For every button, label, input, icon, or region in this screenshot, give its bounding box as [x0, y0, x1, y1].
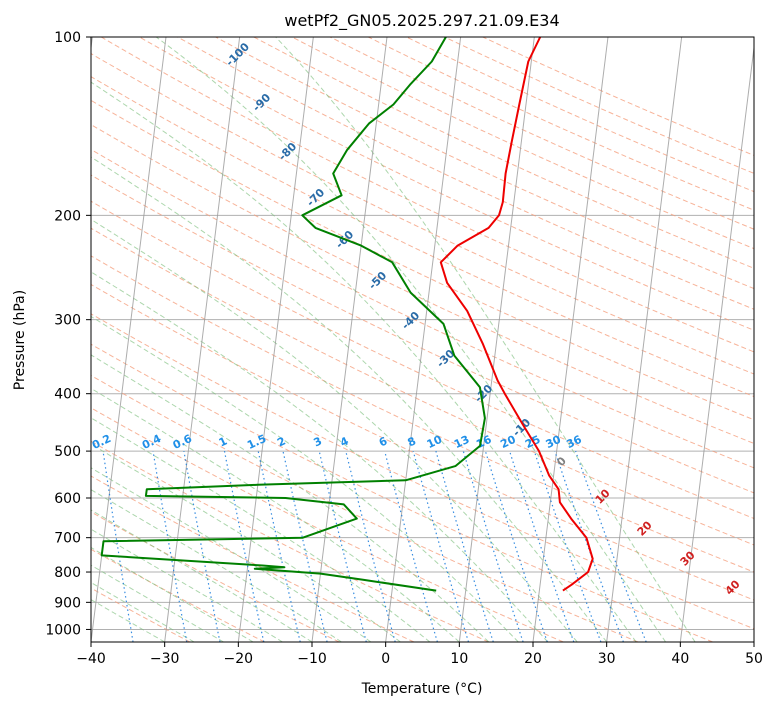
mixing-ratio-label: 10: [425, 433, 445, 451]
x-axis: −40 −30 −20 −10 0 10 20 30 40 50: [76, 642, 763, 667]
dry-adiabat: [91, 53, 754, 375]
moist-adiabat: [275, 37, 696, 642]
mixing-ratio-line: [102, 451, 134, 642]
dry-adiabat: [91, 174, 754, 494]
moist-adiabat: [91, 581, 195, 642]
x-tick-label: 30: [598, 651, 616, 667]
mixing-ratio-line: [152, 451, 188, 642]
sounding-series: [100, 37, 594, 592]
x-tick-label: −20: [224, 651, 254, 667]
mixing-ratio-label: 20: [498, 433, 518, 451]
dry-adiabat: [91, 124, 754, 445]
mixing-ratio-line: [484, 450, 548, 642]
plot-frame: [90, 36, 755, 643]
x-axis-title: Temperature (°C): [361, 681, 483, 697]
dry-adiabat: [91, 148, 754, 469]
y-tick-label: 900: [54, 595, 81, 611]
x-tick-label: 20: [524, 651, 542, 667]
y-tick-label: 400: [54, 387, 81, 403]
moist-adiabat: [155, 37, 667, 642]
mixing-ratio-line: [183, 450, 221, 642]
isotherm-line: [753, 637, 754, 642]
isotherm-line: [311, 37, 388, 642]
dry-adiabat: [100, 37, 754, 353]
mixing-ratio-line: [223, 450, 265, 642]
y-tick-label: 200: [54, 208, 81, 224]
dry-adiabat: [91, 374, 639, 642]
x-tick-label: −30: [150, 651, 180, 667]
moist-adiabat: [91, 218, 578, 642]
mixing-ratio-line: [257, 450, 301, 642]
x-tick-label: 0: [381, 651, 390, 667]
isotherm-line: [532, 37, 609, 642]
mixing-ratio-label: 30: [544, 433, 564, 451]
isotherm-line: [606, 37, 683, 642]
dry-adiabat: [91, 227, 754, 546]
y-axis: 1000 900 800 700 600 500 400 300 200 100: [45, 30, 91, 638]
y-tick-label: 600: [54, 491, 81, 507]
y-tick-label: 100: [54, 30, 81, 46]
dry-adiabat: [91, 283, 754, 601]
y-axis-title: Pressure (hPa): [12, 290, 28, 390]
x-tick-label: 10: [450, 651, 468, 667]
x-tick-label: 40: [671, 651, 689, 667]
dry-adiabat: [91, 475, 415, 642]
isotherm-line: [679, 43, 754, 642]
moist-adiabat: [91, 156, 608, 642]
dry-adiabat: [91, 407, 564, 642]
mixing-ratio-line: [462, 450, 524, 642]
moist-adiabat: [91, 387, 460, 642]
y-tick-label: 1000: [45, 622, 81, 638]
isotherm-line: [385, 37, 462, 642]
y-tick-label: 300: [54, 313, 81, 329]
y-tick-label: 800: [54, 565, 81, 581]
isotherm-line: [164, 37, 241, 642]
mixing-ratio-label: 13: [452, 433, 471, 451]
dry-adiabat: [444, 37, 754, 174]
dry-adiabat: [482, 37, 754, 156]
isotherm-line: [458, 37, 535, 642]
dewpoint-line: [100, 37, 486, 592]
mixing-ratio-line: [384, 450, 438, 642]
y-tick-label: 700: [54, 531, 81, 547]
dry-adiabat: [139, 37, 754, 331]
moist-adiabat: [91, 467, 372, 642]
dry-adiabat: [91, 343, 713, 642]
moist-adiabat: [91, 271, 549, 642]
isotherm-line: [91, 37, 93, 52]
x-tick-label: −40: [76, 651, 106, 667]
mixing-ratio-line: [345, 450, 396, 642]
dry-adiabat: [91, 76, 754, 398]
mixing-ratio-line: [318, 450, 367, 642]
temperature-line: [439, 37, 594, 592]
chart-title: wetPf2_GN05.2025.297.21.09.E34: [284, 11, 559, 31]
moist-adiabat: [91, 315, 519, 642]
moist-adiabat: [91, 81, 637, 642]
dry-adiabat: [91, 99, 754, 421]
dry-adiabat: [253, 37, 754, 269]
mixing-ratio-line: [412, 450, 470, 642]
dry-adiabat: [91, 440, 489, 642]
moist-adiabat: [91, 443, 401, 642]
mixing-ratio-label: 36: [564, 433, 584, 451]
dry-adiabat: [329, 37, 754, 230]
moist-adiabat: [91, 528, 283, 642]
isotherm-line: [237, 37, 314, 642]
mixing-ratio-line: [435, 450, 494, 642]
y-tick-label: 500: [54, 444, 81, 460]
moist-adiabat: [91, 546, 254, 642]
dry-adiabat: [291, 37, 754, 250]
moist-adiabat: [91, 564, 224, 642]
x-tick-label: −10: [297, 651, 327, 667]
plot-background: [91, 37, 754, 642]
x-tick-label: 50: [745, 651, 763, 667]
background-lines: [91, 37, 754, 642]
